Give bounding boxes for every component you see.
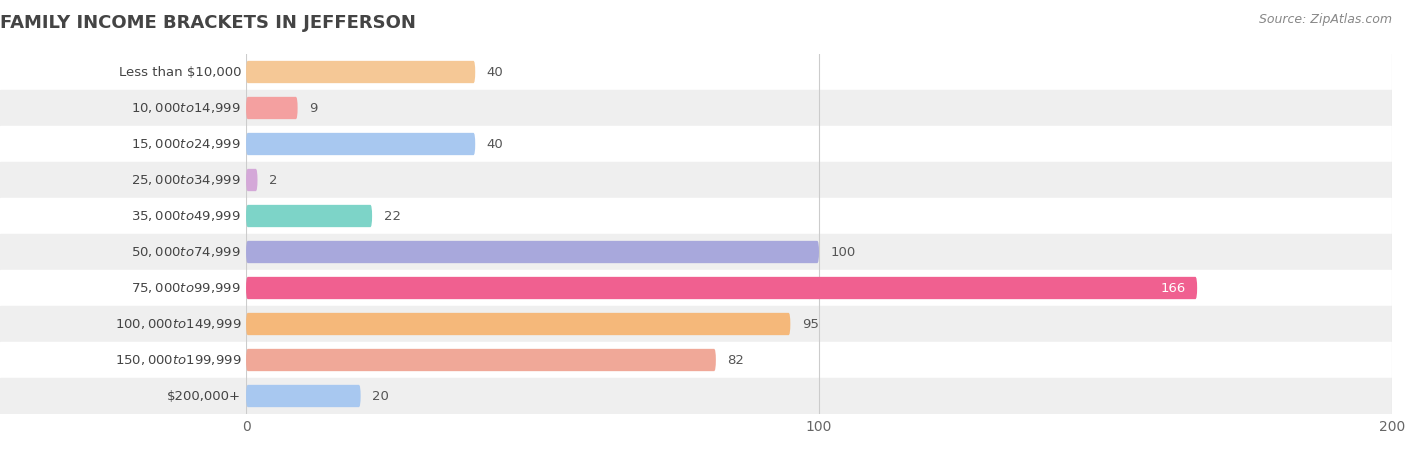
Text: 40: 40 xyxy=(486,138,503,150)
Bar xyxy=(0,342,246,378)
Text: $100,000 to $149,999: $100,000 to $149,999 xyxy=(115,317,242,331)
Text: $50,000 to $74,999: $50,000 to $74,999 xyxy=(131,245,242,259)
Text: Source: ZipAtlas.com: Source: ZipAtlas.com xyxy=(1258,14,1392,27)
Text: $10,000 to $14,999: $10,000 to $14,999 xyxy=(131,101,242,115)
FancyBboxPatch shape xyxy=(246,169,257,191)
Text: $75,000 to $99,999: $75,000 to $99,999 xyxy=(131,281,242,295)
Bar xyxy=(246,90,1392,126)
Text: Less than $10,000: Less than $10,000 xyxy=(118,66,242,78)
Text: 40: 40 xyxy=(486,66,503,78)
Bar xyxy=(246,54,1392,90)
Bar xyxy=(246,234,1392,270)
Text: $150,000 to $199,999: $150,000 to $199,999 xyxy=(115,353,242,367)
Text: 22: 22 xyxy=(384,210,401,222)
Bar xyxy=(0,162,246,198)
Bar xyxy=(0,270,246,306)
Text: $200,000+: $200,000+ xyxy=(167,390,242,402)
FancyBboxPatch shape xyxy=(246,385,360,407)
Bar xyxy=(246,270,1392,306)
Text: 20: 20 xyxy=(373,390,389,402)
Text: 95: 95 xyxy=(801,318,818,330)
Text: 166: 166 xyxy=(1160,282,1185,294)
Text: $25,000 to $34,999: $25,000 to $34,999 xyxy=(131,173,242,187)
Text: 100: 100 xyxy=(831,246,856,258)
FancyBboxPatch shape xyxy=(246,133,475,155)
Bar xyxy=(246,126,1392,162)
Bar xyxy=(0,90,246,126)
Bar xyxy=(0,126,246,162)
FancyBboxPatch shape xyxy=(246,241,818,263)
FancyBboxPatch shape xyxy=(246,349,716,371)
Bar xyxy=(246,378,1392,414)
Bar xyxy=(0,54,246,90)
Bar xyxy=(246,342,1392,378)
Text: $35,000 to $49,999: $35,000 to $49,999 xyxy=(131,209,242,223)
Bar xyxy=(0,234,246,270)
FancyBboxPatch shape xyxy=(246,61,475,83)
Bar xyxy=(0,378,246,414)
Bar xyxy=(0,198,246,234)
Bar xyxy=(246,198,1392,234)
Text: FAMILY INCOME BRACKETS IN JEFFERSON: FAMILY INCOME BRACKETS IN JEFFERSON xyxy=(0,14,416,32)
Bar xyxy=(0,306,246,342)
Bar xyxy=(246,162,1392,198)
Text: 9: 9 xyxy=(309,102,318,114)
Text: 2: 2 xyxy=(269,174,277,186)
Bar xyxy=(246,306,1392,342)
FancyBboxPatch shape xyxy=(246,97,298,119)
Text: 82: 82 xyxy=(727,354,744,366)
FancyBboxPatch shape xyxy=(246,277,1197,299)
FancyBboxPatch shape xyxy=(246,313,790,335)
Text: $15,000 to $24,999: $15,000 to $24,999 xyxy=(131,137,242,151)
FancyBboxPatch shape xyxy=(246,205,373,227)
